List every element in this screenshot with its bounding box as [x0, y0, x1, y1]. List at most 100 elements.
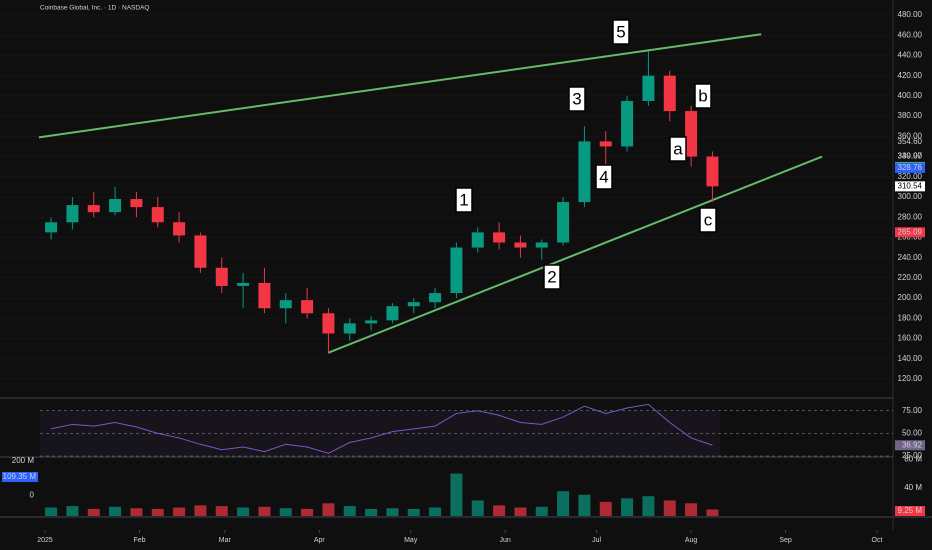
x-tick-label: Jul	[592, 537, 601, 544]
y-tick-label: 380.00	[898, 111, 923, 120]
y-tick-label: 420.00	[898, 71, 923, 80]
trendline	[38, 33, 762, 139]
wave-label: 1	[459, 190, 468, 209]
candle-body	[642, 75, 655, 101]
y-tick-label: 460.00	[898, 30, 923, 39]
x-tick-label: Sep	[779, 537, 792, 544]
y-tick-label: 240.00	[898, 253, 923, 262]
rsi-last-label: 36.92	[902, 440, 923, 449]
candle-body	[578, 141, 591, 203]
y-tick-label: 120.00	[898, 374, 923, 383]
price-marker	[895, 162, 925, 173]
candle-body	[151, 207, 164, 223]
y-tick-label: 480.00	[898, 10, 923, 19]
volume-bar	[386, 508, 399, 516]
candle-body	[45, 222, 58, 233]
volume-bar	[87, 508, 100, 516]
y-tick-label: 140.00	[898, 354, 923, 363]
wave-label: a	[673, 139, 683, 158]
volume-bar	[365, 508, 378, 516]
y-tick-label: 220.00	[898, 273, 923, 282]
candle-body	[279, 300, 292, 309]
candle-body	[471, 232, 484, 248]
wave-label-box	[694, 83, 712, 109]
wave-label: c	[704, 210, 713, 229]
rsi-tick-label: 75.00	[902, 406, 923, 415]
candle-body	[87, 205, 100, 213]
wave-label-box	[543, 264, 561, 290]
wave-label-box	[612, 19, 630, 45]
y-tick-label: 400.00	[898, 91, 923, 100]
volume-bar	[130, 508, 143, 516]
volume-bar	[578, 494, 591, 516]
x-tick-label: Apr	[314, 537, 326, 544]
wave-label: 3	[572, 89, 581, 108]
wave-label-box	[568, 86, 586, 112]
volume-bar	[706, 509, 719, 516]
y-tick-label: 320.00	[898, 172, 923, 181]
candle-body	[407, 302, 420, 307]
chart-title: Coinbase Global, Inc. · 1D · NASDAQ	[40, 5, 149, 12]
volume-bar	[599, 501, 612, 516]
volume-bar	[557, 491, 570, 516]
candle-body	[514, 242, 527, 248]
volume-bar	[343, 506, 356, 516]
volume-bar	[66, 506, 79, 516]
volume-bar	[194, 505, 207, 516]
x-tick-label: Feb	[133, 537, 145, 544]
volume-bar	[109, 506, 122, 516]
candle-body	[557, 202, 570, 243]
rsi-tick-label: 25.00	[902, 451, 923, 460]
wave-label-box	[669, 136, 687, 162]
wave-label-box	[455, 187, 473, 213]
volume-bar	[493, 505, 506, 516]
x-tick-label: Mar	[219, 537, 232, 544]
candle-body	[194, 235, 207, 268]
y-tick-label: 160.00	[898, 334, 923, 343]
candle-body	[450, 247, 463, 294]
rsi-last-box	[895, 440, 925, 451]
price-marker-label: 265.09	[898, 227, 923, 236]
rsi-line	[50, 403, 713, 454]
volume-bar	[322, 503, 335, 516]
y-tick-label: 280.00	[898, 212, 923, 221]
candle-body	[237, 282, 250, 286]
volume-bar	[215, 506, 228, 516]
candle-body	[685, 111, 698, 157]
price-marker-label: 354.60	[898, 137, 923, 146]
volume-bar	[407, 508, 420, 516]
volume-last-label: 9.25 M	[898, 506, 923, 515]
volume-bar	[471, 500, 484, 516]
rsi-tick-label: 50.00	[902, 429, 923, 438]
candle-body	[343, 323, 356, 334]
last-price-box	[895, 181, 925, 192]
candle-body	[599, 141, 612, 147]
price-marker-label: 339.97	[898, 152, 923, 161]
volume-line-label: 109.35 M	[3, 472, 37, 481]
volume-bar	[642, 496, 655, 516]
volume-left-tick-label: 0	[30, 491, 35, 500]
candle-body	[130, 199, 143, 208]
candle-body	[535, 242, 548, 248]
x-tick-label: 2025	[37, 537, 53, 544]
candle-body	[493, 232, 506, 243]
volume-last-box	[895, 506, 925, 516]
volume-bar	[237, 507, 250, 516]
x-tick-label: May	[404, 537, 418, 544]
x-tick-label: Jun	[500, 537, 511, 544]
wave-label-box	[699, 207, 717, 233]
candle-body	[706, 156, 719, 187]
candle-body	[322, 313, 335, 334]
y-tick-label: 300.00	[898, 192, 923, 201]
wave-label: b	[698, 86, 707, 105]
volume-bar	[173, 507, 186, 516]
last-price-label: 310.54	[898, 181, 923, 190]
volume-bar	[685, 503, 698, 516]
volume-left-tick-label: 200 M	[12, 456, 35, 465]
wave-label: 2	[547, 267, 556, 286]
volume-bar	[429, 507, 442, 516]
volume-line-box	[2, 472, 38, 482]
volume-bar	[258, 506, 271, 516]
